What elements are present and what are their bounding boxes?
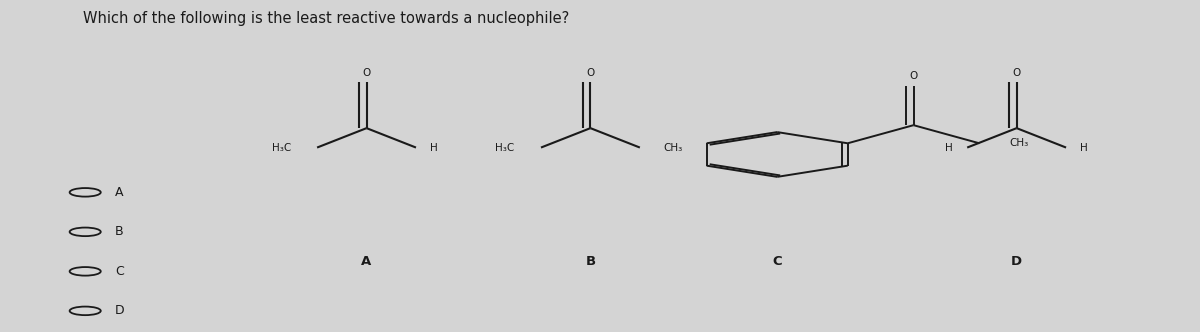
Text: D: D [1012, 255, 1022, 268]
Text: H₃C: H₃C [496, 142, 515, 153]
Text: O: O [910, 71, 918, 81]
Text: B: B [586, 255, 595, 268]
Text: D: D [115, 304, 125, 317]
Text: H: H [1080, 142, 1088, 153]
Text: H: H [431, 142, 438, 153]
Text: CH₃: CH₃ [1009, 138, 1028, 148]
Text: A: A [115, 186, 124, 199]
Text: C: C [115, 265, 124, 278]
Text: H: H [946, 142, 953, 153]
Text: CH₃: CH₃ [664, 142, 683, 153]
Text: O: O [587, 68, 594, 78]
Text: B: B [115, 225, 124, 238]
Text: A: A [361, 255, 372, 268]
Text: O: O [362, 68, 371, 78]
Text: C: C [773, 255, 782, 268]
Text: Which of the following is the least reactive towards a nucleophile?: Which of the following is the least reac… [83, 11, 569, 26]
Text: O: O [1013, 68, 1021, 78]
Text: H₃C: H₃C [271, 142, 290, 153]
